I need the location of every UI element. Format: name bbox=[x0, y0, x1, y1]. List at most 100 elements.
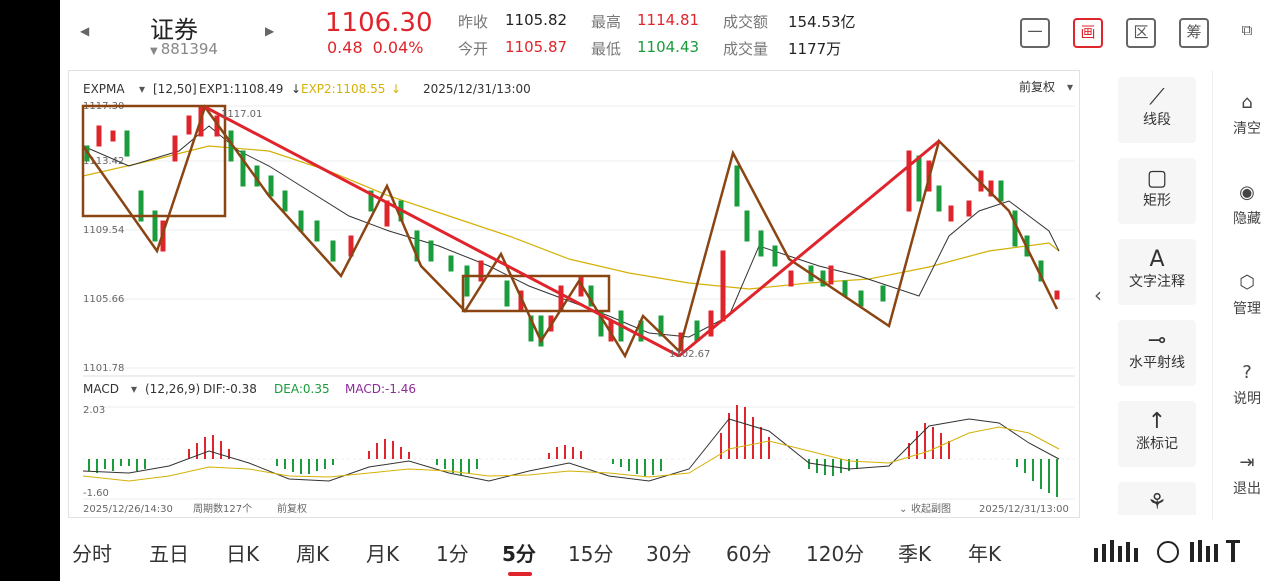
adjust-mode[interactable]: 前复权 bbox=[1019, 79, 1055, 94]
dif-value: DIF:-0.38 bbox=[203, 382, 257, 396]
high-label: 最高 bbox=[591, 13, 622, 31]
line-segment-icon: ⟋ bbox=[1149, 85, 1165, 110]
footer-periods: 周期数127个 bbox=[193, 502, 252, 515]
change-value: 0.48 bbox=[327, 38, 363, 57]
arrow-up-icon: ↑ bbox=[1147, 409, 1167, 434]
exp2-value: EXP2:1108.55 bbox=[301, 82, 385, 96]
prev-close-label: 昨收 bbox=[458, 13, 489, 31]
dea-line bbox=[82, 426, 1060, 482]
interval-button[interactable]: 区 bbox=[1126, 18, 1156, 48]
menu-label: 管理 bbox=[1233, 301, 1261, 317]
footer-end-time: 2025/12/31/13:00 bbox=[979, 504, 1069, 515]
horizontal-ray-icon: ⊸ bbox=[1147, 328, 1167, 353]
zigzag-drawing[interactable] bbox=[81, 104, 1059, 359]
exp2-arrow-icon: ↓ bbox=[391, 82, 401, 96]
tab-weekly[interactable]: 周K bbox=[296, 542, 330, 566]
manage-button[interactable]: ⬡ 管理 bbox=[1213, 272, 1280, 318]
help-icon: ? bbox=[1242, 362, 1252, 383]
kline-chart[interactable]: EXPMA ▾ [12,50] EXP1:1108.49 ↓ EXP2:1108… bbox=[69, 71, 1081, 519]
rectangle-drawing-1[interactable] bbox=[81, 104, 227, 218]
dropdown-icon: ▼ bbox=[150, 46, 158, 57]
tab-intraday[interactable]: 分时 bbox=[72, 542, 112, 566]
chart-panel[interactable]: EXPMA ▾ [12,50] EXP1:1108.49 ↓ EXP2:1108… bbox=[68, 70, 1080, 518]
tab-120min[interactable]: 120分 bbox=[806, 542, 865, 566]
exp2-line bbox=[82, 145, 1060, 290]
main-indicator-dropdown-icon[interactable]: ▾ bbox=[139, 82, 145, 96]
tool-label: 线段 bbox=[1143, 112, 1171, 128]
tab-quarterly[interactable]: 季K bbox=[898, 542, 932, 566]
rectangle-icon: ▢ bbox=[1146, 166, 1168, 191]
tab-5min[interactable]: 5分 bbox=[502, 542, 536, 566]
main-indicator-name[interactable]: EXPMA bbox=[83, 82, 125, 96]
low-marker: 1102.67 bbox=[669, 349, 710, 360]
tool-label: 水平射线 bbox=[1129, 355, 1185, 371]
tool-label: 矩形 bbox=[1143, 193, 1171, 209]
change-percent: 0.04% bbox=[372, 38, 424, 57]
macd-y-top: 2.03 bbox=[83, 405, 105, 416]
sub-indicator-dropdown-icon[interactable]: ▾ bbox=[131, 382, 137, 396]
tool-rectangle[interactable]: ▢ 矩形 bbox=[1118, 158, 1196, 224]
uptrend-line[interactable] bbox=[678, 139, 940, 358]
broom-icon: ⌂ bbox=[1241, 92, 1253, 113]
tool-more[interactable]: ⚘ bbox=[1118, 482, 1196, 515]
trend-lines[interactable] bbox=[204, 105, 940, 358]
menu-label: 清空 bbox=[1233, 121, 1261, 137]
exp1-line bbox=[82, 125, 1060, 338]
high-marker: 1117.01 bbox=[221, 109, 262, 120]
adjust-dropdown-icon[interactable]: ▾ bbox=[1067, 80, 1073, 94]
tab-15min[interactable]: 15分 bbox=[568, 542, 614, 566]
clear-button[interactable]: ⌂ 清空 bbox=[1213, 92, 1280, 138]
hide-button[interactable]: ◉ 隐藏 bbox=[1213, 182, 1280, 228]
sub-indicator-name[interactable]: MACD bbox=[83, 382, 119, 396]
collapse-sub-chart[interactable]: 收起副图 bbox=[911, 502, 951, 515]
settings-icon: ⬡ bbox=[1239, 272, 1255, 293]
main-indicator-params: [12,50] bbox=[153, 82, 197, 96]
chart-type-icons[interactable] bbox=[1090, 536, 1270, 566]
tool-text-note[interactable]: A 文字注释 bbox=[1118, 239, 1196, 305]
prev-stock-arrow-icon[interactable]: ◀ bbox=[80, 24, 90, 38]
text-icon: A bbox=[1149, 247, 1165, 272]
y-tick-5: 1101.78 bbox=[83, 363, 124, 374]
exp1-arrow-icon: ↓ bbox=[291, 82, 301, 96]
y-tick-2: 1113.42 bbox=[83, 156, 124, 167]
volume-value: 1177万 bbox=[788, 40, 842, 58]
tab-1min[interactable]: 1分 bbox=[436, 542, 469, 566]
amount-value: 154.53亿 bbox=[788, 13, 856, 31]
exit-icon: ⇥ bbox=[1239, 452, 1255, 473]
pattern-icon: ⚘ bbox=[1147, 490, 1167, 515]
grid bbox=[83, 105, 1075, 500]
active-tab-indicator bbox=[508, 572, 532, 576]
tab-30min[interactable]: 30分 bbox=[646, 542, 692, 566]
eye-icon: ◉ bbox=[1239, 182, 1255, 203]
tool-line-segment[interactable]: ⟋ 线段 bbox=[1118, 77, 1196, 143]
tab-60min[interactable]: 60分 bbox=[726, 542, 772, 566]
low-value: 1104.43 bbox=[637, 38, 700, 56]
tab-daily[interactable]: 日K bbox=[226, 542, 260, 566]
draw-mode-button[interactable]: 画 bbox=[1073, 18, 1103, 48]
rotate-screen-button[interactable]: ⧉ bbox=[1232, 18, 1262, 48]
draw-tools-panel: ⟋ 线段 ▢ 矩形 A 文字注释 ⊸ 水平射线 ↑ 涨标记 ⚘ bbox=[1118, 75, 1196, 515]
tool-horizontal-ray[interactable]: ⊸ 水平射线 bbox=[1118, 320, 1196, 386]
prev-close-value: 1105.82 bbox=[505, 11, 568, 29]
low-label: 最低 bbox=[591, 40, 622, 58]
help-button[interactable]: ? 说明 bbox=[1213, 362, 1280, 408]
tool-label: 涨标记 bbox=[1136, 436, 1178, 452]
collapse-tools-chevron-icon[interactable]: ‹ bbox=[1094, 283, 1102, 307]
tab-five-day[interactable]: 五日 bbox=[149, 542, 189, 566]
exit-button[interactable]: ⇥ 退出 bbox=[1213, 452, 1280, 498]
tab-monthly[interactable]: 月K bbox=[366, 542, 400, 566]
stock-code[interactable]: ▼ 881394 bbox=[150, 40, 218, 58]
tool-rise-mark[interactable]: ↑ 涨标记 bbox=[1118, 401, 1196, 467]
pattern-drawings[interactable] bbox=[81, 104, 1059, 359]
chips-button[interactable]: 筹 bbox=[1179, 18, 1209, 48]
macd-histogram bbox=[88, 405, 1058, 497]
menu-label: 退出 bbox=[1233, 481, 1261, 497]
collapse-chevron-icon[interactable]: ⌄ bbox=[899, 504, 907, 515]
rectangle-drawing-2[interactable] bbox=[461, 274, 611, 313]
tab-yearly[interactable]: 年K bbox=[968, 542, 1002, 566]
downtrend-line[interactable] bbox=[204, 105, 680, 358]
macd-value: MACD:-1.46 bbox=[345, 382, 416, 396]
minimize-button[interactable]: 一 bbox=[1020, 18, 1050, 48]
y-tick-4: 1105.66 bbox=[83, 294, 124, 305]
next-stock-arrow-icon[interactable]: ▶ bbox=[265, 24, 275, 38]
